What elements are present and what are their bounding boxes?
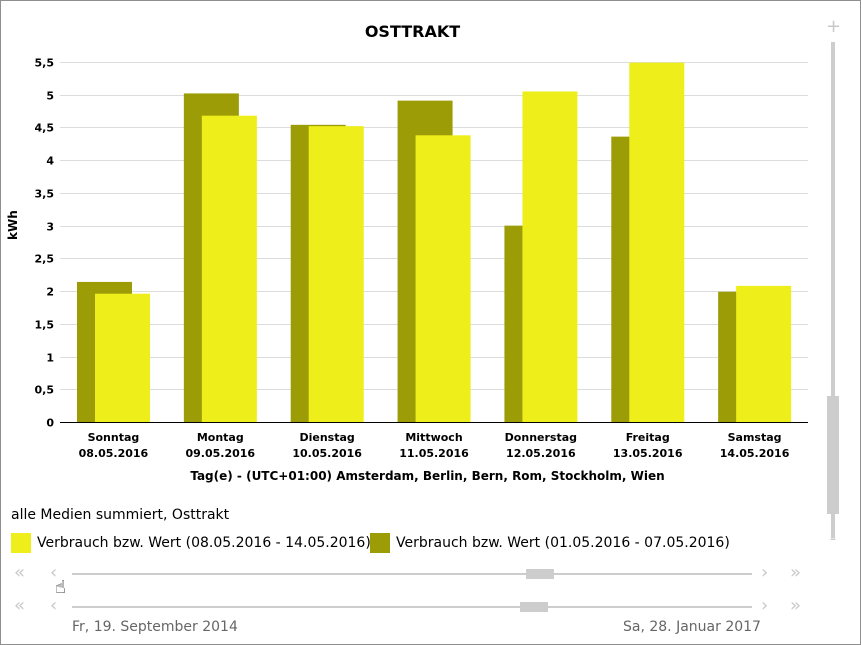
legend-label-current-week: Verbrauch bzw. Wert (08.05.2016 - 14.05.…	[37, 535, 371, 551]
x-category-date: 08.05.2016	[78, 447, 149, 460]
x-category-label: Freitag 13.05.2016	[603, 430, 693, 462]
y-tick-label: 0,5	[35, 384, 55, 397]
x-category-date: 10.05.2016	[292, 447, 362, 460]
next-button[interactable]: ›	[761, 595, 769, 616]
legend-caption: alle Medien summiert, Osttrakt	[11, 507, 230, 523]
zoom-in-button[interactable]: +	[826, 16, 842, 37]
x-category-date: 09.05.2016	[185, 447, 256, 460]
y-axis-label: kWh	[6, 210, 20, 240]
bar-current-week[interactable]	[736, 285, 792, 422]
bar-current-week[interactable]	[201, 115, 257, 422]
bar-current-week[interactable]	[308, 126, 364, 423]
vertical-zoom-scrollbar[interactable]: + -	[826, 16, 842, 549]
y-tick-label: 4,5	[35, 122, 55, 135]
y-tick-label: 5	[46, 90, 54, 103]
y-tick-label: 5,5	[35, 57, 55, 70]
bars	[77, 62, 792, 423]
x-category-date: 13.05.2016	[612, 447, 683, 460]
navigator-thumb[interactable]	[520, 602, 548, 612]
zoom-thumb[interactable]	[827, 396, 839, 514]
y-tick-label: 4	[46, 155, 54, 168]
last-page-button[interactable]: »	[790, 595, 802, 616]
navigator-thumb[interactable]	[526, 569, 554, 579]
x-category-day: Dienstag	[299, 431, 355, 444]
y-tick-label: 1	[46, 352, 54, 365]
x-category-day: Sonntag	[87, 431, 140, 444]
last-page-button[interactable]: »	[790, 562, 802, 583]
x-category-label: Samstag 14.05.2016	[710, 430, 800, 462]
next-button[interactable]: ›	[761, 562, 769, 583]
navigator-track[interactable]	[72, 606, 752, 608]
bar-current-week[interactable]	[415, 135, 471, 423]
chart-title: OSTTRAKT	[364, 22, 461, 41]
y-tick-label: 2,5	[35, 253, 55, 266]
y-tick-label: 3	[46, 221, 54, 234]
bar-current-week[interactable]	[95, 293, 150, 422]
x-category-label: Montag 09.05.2016	[175, 430, 265, 462]
y-tick-label: 0	[46, 417, 54, 430]
legend-item-current-week[interactable]: Verbrauch bzw. Wert (08.05.2016 - 14.05.…	[11, 532, 371, 554]
previous-button[interactable]: ‹	[50, 562, 58, 583]
y-tick-label: 2	[46, 286, 54, 299]
hand-cursor-icon: ☝	[55, 577, 66, 598]
zoom-out-button[interactable]: -	[829, 528, 837, 549]
bar-current-week[interactable]	[629, 62, 685, 423]
y-tick-label: 1,5	[35, 319, 55, 332]
zoom-track[interactable]	[831, 42, 835, 538]
y-tick-labels: 0 0,5 1 1,5 2 2,5 3 3,5 4 4,5 5 5,5	[35, 57, 55, 430]
legend-swatch-olive	[370, 533, 390, 553]
x-category-label: Sonntag 08.05.2016	[68, 430, 158, 462]
first-page-button[interactable]: «	[14, 595, 26, 616]
navigator-end-date: Sa, 28. Januar 2017	[623, 619, 761, 635]
bar-current-week[interactable]	[522, 91, 578, 423]
x-category-date: 14.05.2016	[719, 447, 790, 460]
first-page-button[interactable]: «	[14, 562, 26, 583]
x-category-day: Samstag	[727, 431, 782, 444]
x-axis-title: Tag(e) - (UTC+01:00) Amsterdam, Berlin, …	[190, 469, 665, 483]
x-category-label: Mittwoch 11.05.2016	[389, 430, 479, 462]
legend-swatch-yellow	[11, 533, 31, 553]
x-category-day: Donnerstag	[504, 431, 578, 444]
x-category-date: 12.05.2016	[506, 447, 576, 460]
navigator-row-2: « ‹ › »	[10, 597, 810, 617]
y-tick-label: 3,5	[35, 188, 55, 201]
previous-button[interactable]: ‹	[50, 595, 58, 616]
legend-label-previous-week: Verbrauch bzw. Wert (01.05.2016 - 07.05.…	[396, 535, 730, 551]
navigator-track[interactable]	[72, 573, 752, 575]
x-category-label: Donnerstag 12.05.2016	[496, 430, 586, 462]
navigator-start-date: Fr, 19. September 2014	[72, 619, 238, 635]
x-category-day: Montag	[196, 431, 244, 444]
x-category-day: Freitag	[625, 431, 670, 444]
x-category-date: 11.05.2016	[399, 447, 469, 460]
x-category-day: Mittwoch	[405, 431, 463, 444]
x-category-label: Dienstag 10.05.2016	[282, 430, 372, 462]
legend-item-previous-week[interactable]: Verbrauch bzw. Wert (01.05.2016 - 07.05.…	[370, 532, 730, 554]
navigator-row-1: « ‹ › »	[10, 564, 810, 584]
